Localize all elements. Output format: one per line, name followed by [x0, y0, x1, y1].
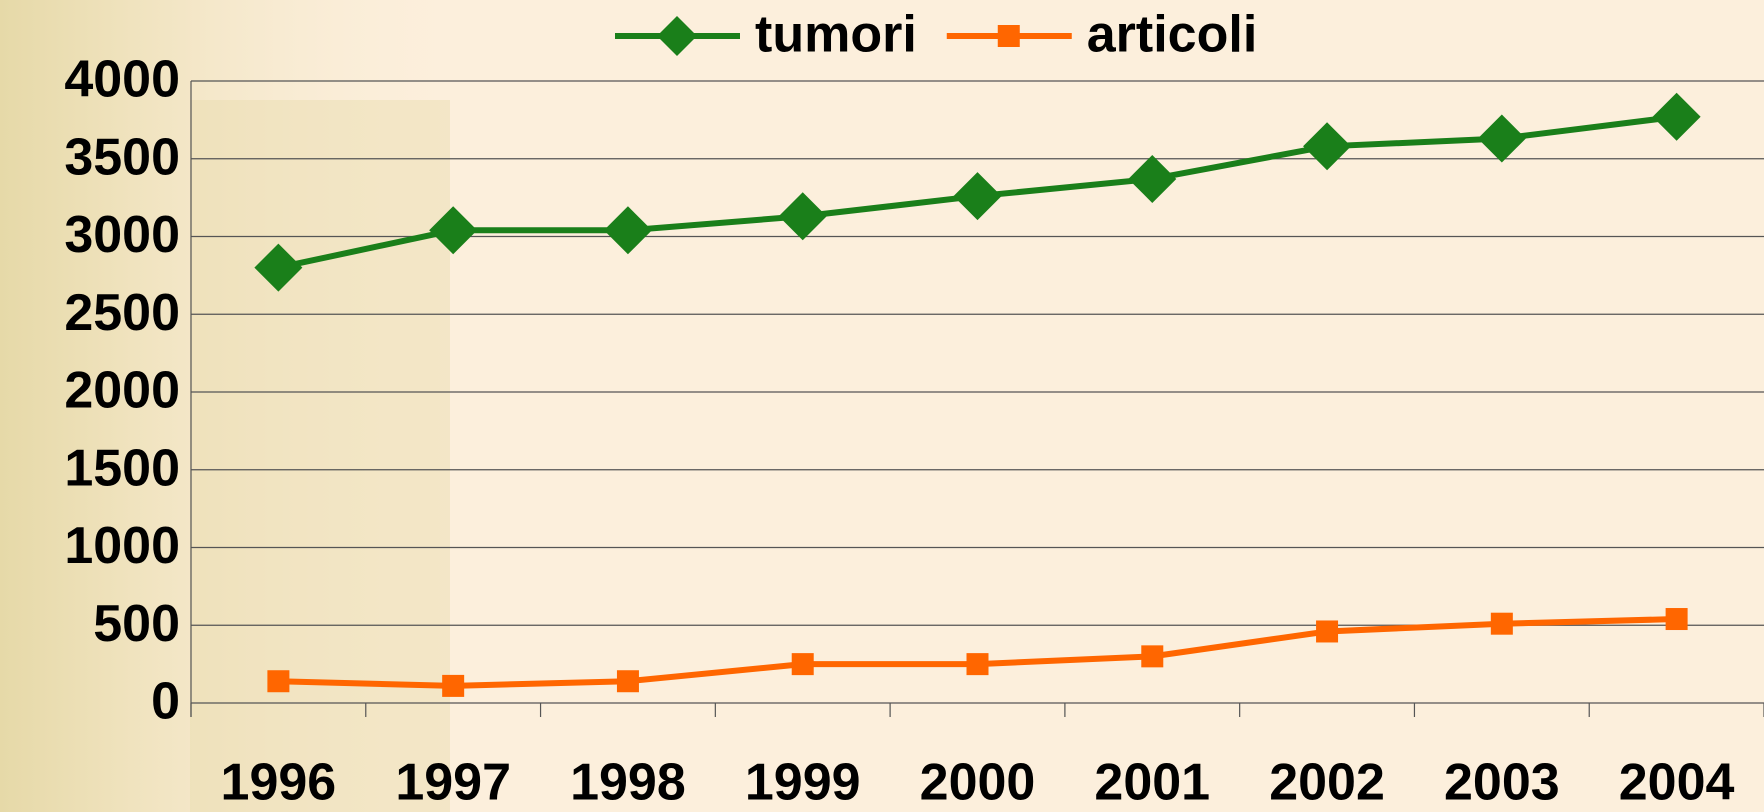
legend-marker: [998, 25, 1020, 47]
x-tick-label: 1997: [395, 754, 511, 812]
data-point: [267, 670, 289, 692]
data-point: [1141, 645, 1163, 667]
background-building: [190, 100, 450, 812]
legend-label: articoli: [1087, 6, 1258, 64]
x-tick-label: 1996: [221, 754, 337, 812]
y-tick-label: 2500: [64, 284, 180, 342]
data-point: [442, 675, 464, 697]
data-point: [792, 653, 814, 675]
data-point: [1666, 608, 1688, 630]
data-point: [1316, 620, 1338, 642]
y-tick-label: 500: [93, 595, 180, 653]
y-tick-label: 1500: [64, 439, 180, 497]
y-tick-label: 1000: [64, 517, 180, 575]
x-tick-label: 1999: [745, 754, 861, 812]
legend-label: tumori: [755, 6, 917, 64]
data-point: [617, 670, 639, 692]
x-tick-label: 2001: [1094, 754, 1210, 812]
x-tick-label: 2002: [1269, 754, 1385, 812]
y-tick-label: 2000: [64, 362, 180, 420]
data-point: [1491, 613, 1513, 635]
x-tick-label: 2004: [1619, 754, 1735, 812]
x-tick-label: 2000: [920, 754, 1036, 812]
data-point: [967, 653, 989, 675]
y-tick-label: 0: [151, 673, 180, 731]
y-tick-label: 3000: [64, 206, 180, 264]
page: 0 500 1000 1500 2000 2500 3000 3500 4000 1996 1997…: [0, 0, 1764, 812]
y-tick-label: 3500: [64, 128, 180, 186]
chart: 0 500 1000 1500 2000 2500 3000 3500 4000 1996 1997…: [0, 0, 1764, 812]
y-tick-label: 4000: [64, 51, 180, 109]
x-tick-label: 1998: [570, 754, 686, 812]
x-tick-label: 2003: [1444, 754, 1560, 812]
